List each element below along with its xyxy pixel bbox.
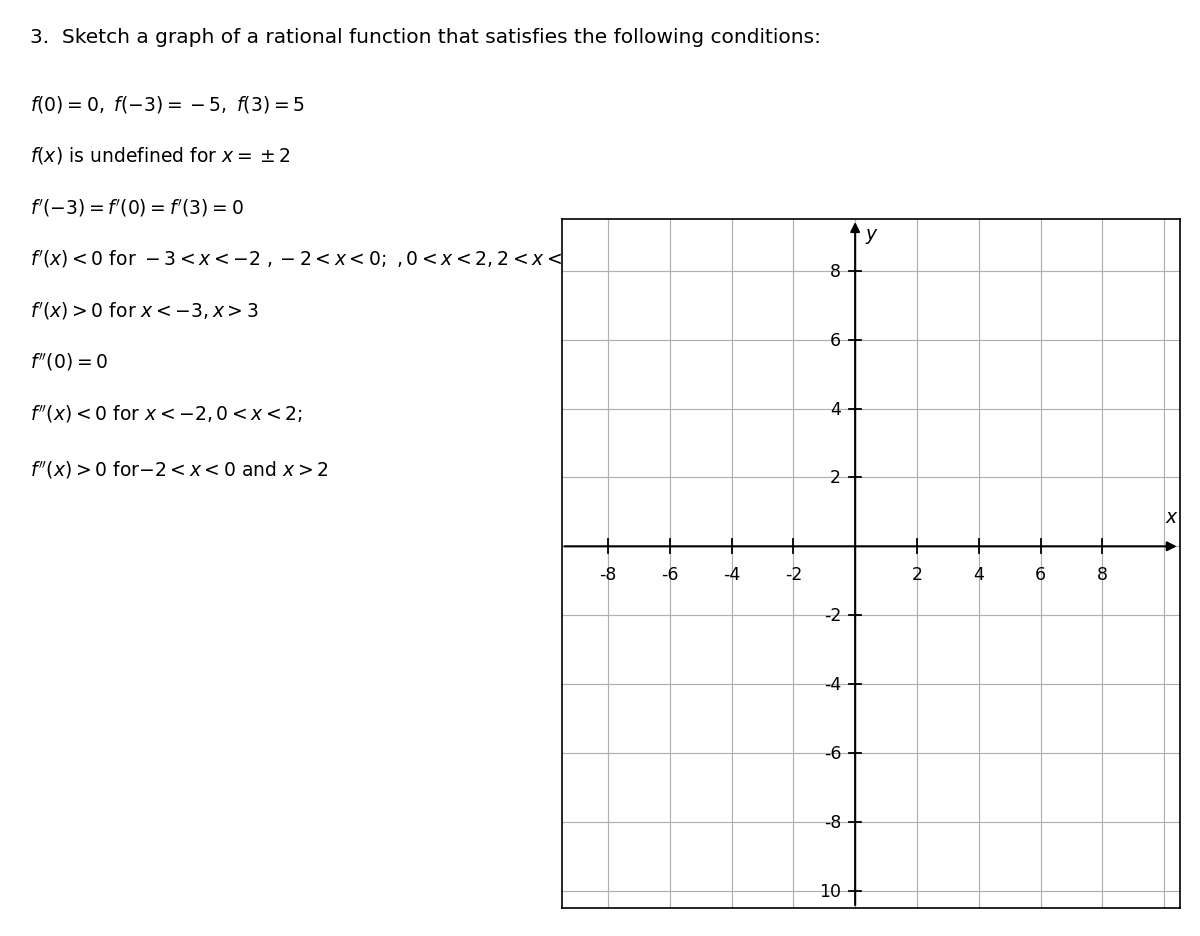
Text: -2: -2: [785, 565, 802, 584]
Text: $\it{f}'(x) < 0\ \rm{for}\ -3 < \it{x} < -2\ ,-2 < \it{x} < 0;\ ,0 < \it{x} < 2,: $\it{f}'(x) < 0\ \rm{for}\ -3 < \it{x} <…: [30, 248, 578, 270]
Text: $\it{f}'(x) > 0\ \rm{for}\ \it{x} < -3, \it{x} > 3$: $\it{f}'(x) > 0\ \rm{for}\ \it{x} < -3, …: [30, 300, 259, 321]
Text: -2: -2: [824, 607, 841, 624]
Text: -8: -8: [824, 813, 841, 831]
Text: 2: 2: [830, 469, 841, 487]
Text: -6: -6: [661, 565, 678, 584]
Text: $\it{f}(x)\ \rm{is\ undefined\ for}\ \it{x} = \pm2$: $\it{f}(x)\ \rm{is\ undefined\ for}\ \it…: [30, 145, 290, 166]
Text: 10: 10: [820, 882, 841, 899]
Text: $\it{f}''(0) = 0$: $\it{f}''(0) = 0$: [30, 351, 108, 373]
Text: 4: 4: [973, 565, 984, 584]
Text: 6: 6: [1034, 565, 1046, 584]
Text: 3.  Sketch a graph of a rational function that satisfies the following condition: 3. Sketch a graph of a rational function…: [30, 28, 821, 47]
Text: $\it{f}(0) = 0,\ \it{f}(-3) = -5,\ \it{f}(3) = 5$: $\it{f}(0) = 0,\ \it{f}(-3) = -5,\ \it{f…: [30, 94, 305, 114]
Text: $\it{f}''(x) > 0\ \rm{for}{-2} < \it{x} < 0\ \rm{and}\ \it{x} > 2$: $\it{f}''(x) > 0\ \rm{for}{-2} < \it{x} …: [30, 459, 329, 480]
Text: 8: 8: [1097, 565, 1108, 584]
Text: -8: -8: [599, 565, 617, 584]
Text: 4: 4: [830, 401, 841, 418]
Text: $\it{f}'(-3) = \it{f}'(0) = \it{f}'(3) = 0$: $\it{f}'(-3) = \it{f}'(0) = \it{f}'(3) =…: [30, 197, 244, 218]
Text: -6: -6: [823, 744, 841, 762]
Text: 2: 2: [912, 565, 923, 584]
Text: -4: -4: [722, 565, 740, 584]
Text: 6: 6: [830, 331, 841, 349]
Text: 8: 8: [830, 263, 841, 281]
Text: -4: -4: [824, 676, 841, 694]
Text: y: y: [866, 226, 877, 244]
Text: x: x: [1165, 507, 1176, 526]
Text: $\it{f}''(x) < 0\ \rm{for}\ \it{x} < -2, 0 < \it{x} < 2;$: $\it{f}''(x) < 0\ \rm{for}\ \it{x} < -2,…: [30, 402, 302, 424]
